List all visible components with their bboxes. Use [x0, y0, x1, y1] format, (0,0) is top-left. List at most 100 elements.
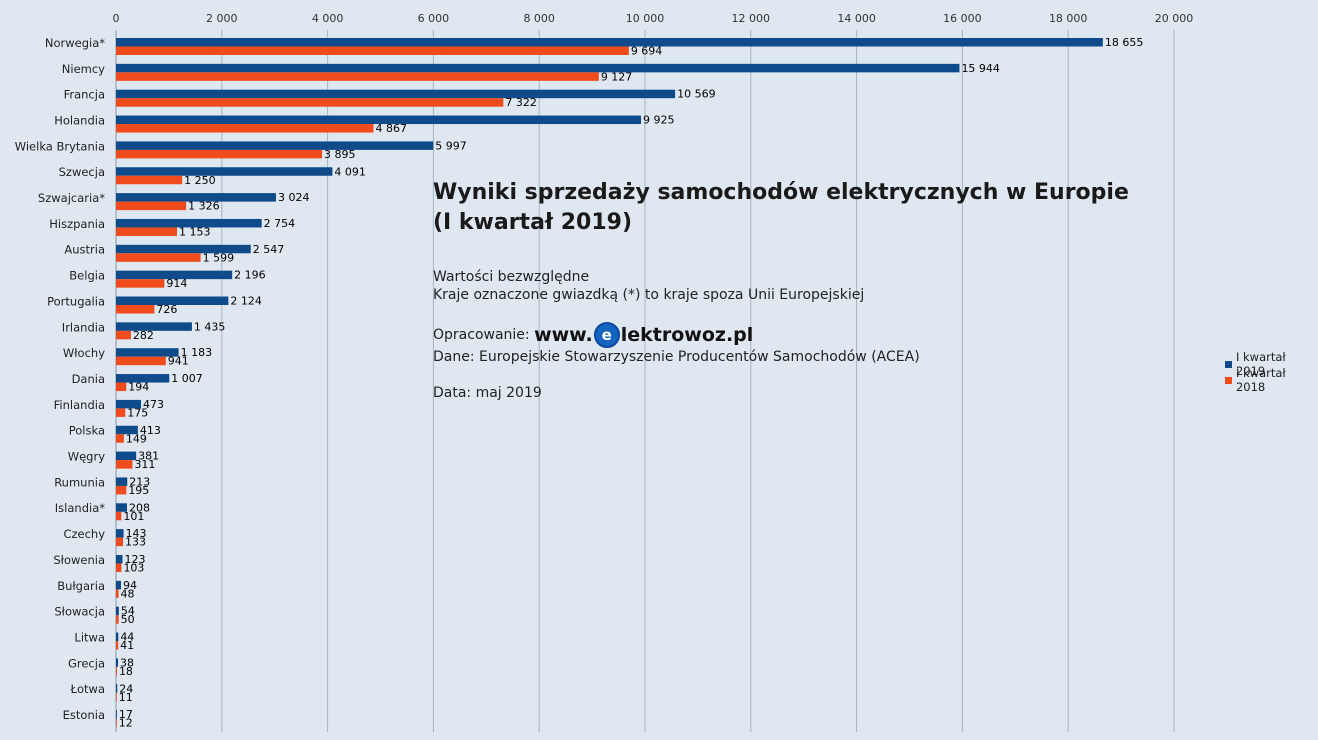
bar — [116, 641, 119, 650]
bar — [116, 193, 276, 202]
chart-title-line2: (I kwartał 2019) — [433, 210, 633, 235]
note-absolute-values: Wartości bezwzględne — [433, 269, 590, 285]
category-label: Polska — [69, 424, 105, 438]
bar — [116, 38, 1103, 47]
x-tick-label: 14 000 — [837, 12, 876, 25]
category-label: Holandia — [54, 113, 105, 127]
data-label: 4 867 — [375, 122, 407, 135]
category-label: Islandia* — [55, 501, 105, 515]
data-label: 726 — [156, 303, 177, 316]
bar — [116, 356, 166, 366]
data-label: 9 925 — [643, 114, 675, 127]
bar — [116, 305, 155, 314]
data-label: 17 — [119, 708, 133, 721]
data-label: 2 124 — [230, 295, 262, 308]
data-label: 381 — [138, 450, 159, 463]
bar — [116, 589, 119, 598]
bar — [116, 477, 128, 486]
bar — [116, 374, 170, 383]
data-label: 94 — [123, 579, 137, 592]
bar — [116, 296, 229, 305]
category-label: Rumunia — [54, 475, 105, 489]
x-tick-label: 18 000 — [1049, 12, 1088, 25]
bar — [116, 253, 201, 262]
bar — [116, 692, 117, 702]
legend-swatch-2019 — [1225, 360, 1232, 368]
data-label: 123 — [125, 553, 146, 566]
category-label: Dania — [72, 372, 105, 386]
data-label: 149 — [126, 432, 147, 445]
category-label: Słowenia — [53, 553, 105, 567]
data-date: Data: maj 2019 — [433, 385, 542, 401]
bar — [116, 175, 183, 185]
bar — [116, 399, 142, 409]
data-label: 2 196 — [234, 269, 266, 282]
bar — [116, 718, 117, 728]
legend-item-2018: I kwartał 2018 — [1225, 366, 1318, 394]
data-label: 175 — [127, 406, 148, 419]
category-label: Francja — [64, 88, 105, 102]
data-label: 1 183 — [181, 346, 213, 359]
bar — [116, 270, 233, 280]
bar — [116, 580, 121, 590]
bar — [116, 141, 434, 150]
bar — [116, 89, 676, 99]
data-label: 1 153 — [179, 225, 211, 238]
category-label: Finlandia — [54, 398, 105, 412]
x-tick-label: 20 000 — [1155, 12, 1194, 25]
data-label: 54 — [121, 605, 135, 618]
bar — [116, 322, 192, 331]
x-tick-label: 4 000 — [312, 12, 344, 25]
data-label: 208 — [129, 501, 150, 514]
data-label: 3 024 — [278, 191, 310, 204]
x-tick-label: 16 000 — [943, 12, 982, 25]
bar — [116, 658, 119, 667]
legend-label-2019: I kwartał 2019 — [1235, 350, 1286, 378]
data-label: 413 — [140, 424, 161, 437]
x-tick-label: 12 000 — [732, 12, 771, 25]
bar — [116, 167, 333, 176]
data-label: 2 754 — [264, 217, 296, 230]
credit-row: Opracowanie: www. e lektrowoz.pl — [433, 322, 1153, 348]
bar — [116, 606, 119, 616]
data-label: 1 326 — [188, 200, 220, 213]
data-label: 5 997 — [435, 139, 467, 152]
category-label: Szwajcaria* — [38, 191, 105, 205]
data-label: 195 — [128, 484, 149, 497]
category-label: Irlandia — [62, 320, 105, 334]
data-label: 7 322 — [505, 96, 537, 109]
legend-label-2018: I kwartał 2018 — [1235, 366, 1286, 394]
x-tick-label: 6 000 — [418, 12, 450, 25]
data-label: 50 — [121, 613, 135, 626]
category-label: Włochy — [63, 346, 105, 360]
category-label: Austria — [64, 243, 105, 257]
data-label: 44 — [120, 631, 134, 644]
bar — [116, 279, 165, 288]
category-label: Norwegia* — [45, 36, 105, 50]
bar — [116, 382, 127, 392]
chart-info-panel: Wyniki sprzedaży samochodów elektrycznyc… — [433, 178, 1153, 402]
x-tick-label: 2 000 — [206, 12, 238, 25]
data-label: 41 — [120, 639, 134, 652]
data-label: 311 — [134, 458, 155, 471]
category-label: Niemcy — [62, 62, 105, 76]
data-label: 11 — [119, 691, 133, 704]
bar — [116, 218, 262, 228]
bar — [116, 666, 117, 676]
bar — [116, 201, 187, 211]
data-label: 473 — [143, 398, 164, 411]
data-label: 1 250 — [184, 174, 216, 187]
category-label: Wielka Brytania — [15, 139, 105, 153]
bar — [116, 529, 124, 538]
data-label: 1 599 — [203, 251, 235, 264]
bar — [116, 615, 119, 624]
category-label: Łotwa — [70, 682, 105, 696]
category-label: Czechy — [63, 527, 105, 541]
plug-e-icon: e — [593, 322, 620, 348]
chart-legend: I kwartał 2019 I kwartał 2018 — [1225, 350, 1318, 394]
bar — [116, 149, 323, 159]
category-label: Belgia — [69, 269, 105, 283]
data-label: 941 — [168, 355, 189, 368]
data-label: 18 655 — [1105, 36, 1144, 49]
